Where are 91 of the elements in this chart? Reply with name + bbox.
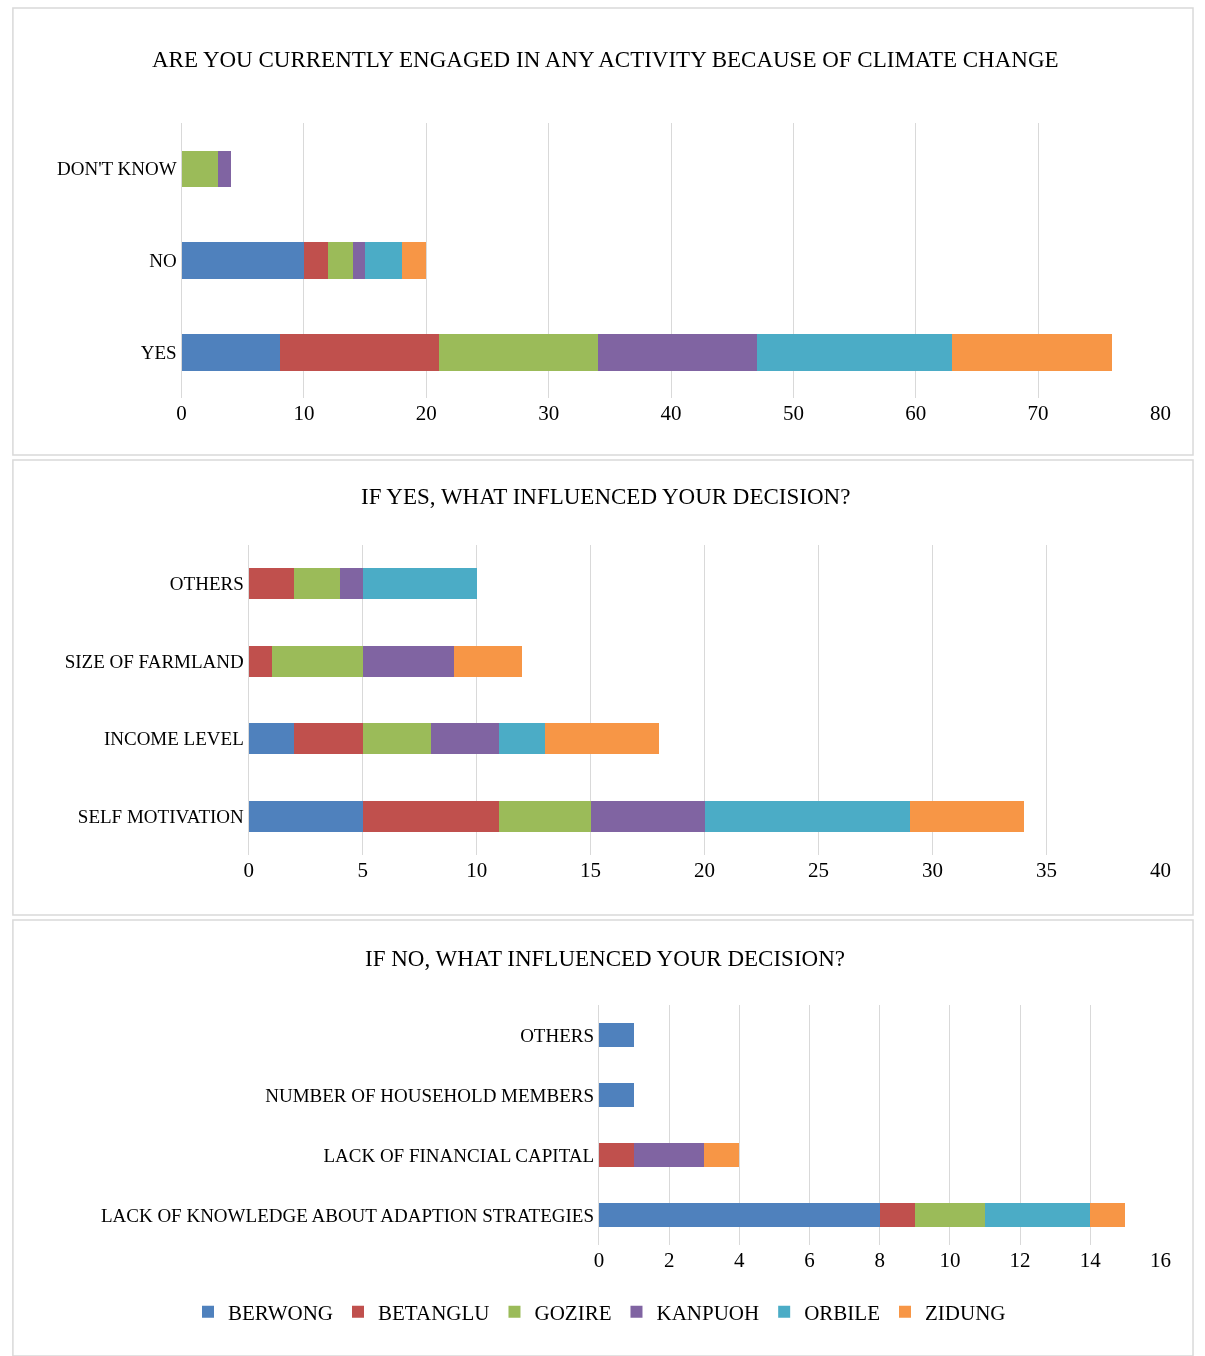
- x-tick-label: 40: [660, 401, 682, 425]
- bar: [339, 568, 363, 600]
- chart-title: ARE YOU CURRENTLY ENGAGED IN ANY ACTIVITY BECAUSE OF CLIMATE CHANGE: [152, 47, 1059, 72]
- bar: [362, 723, 432, 755]
- bar: [248, 568, 295, 600]
- bar: [365, 242, 402, 279]
- bar: [597, 333, 757, 371]
- bar: [499, 723, 546, 755]
- x-tick-label: 2: [663, 1248, 675, 1272]
- legend-label: BETANGLU: [378, 1300, 490, 1325]
- bar: [181, 333, 280, 371]
- bar: [431, 723, 500, 755]
- bar: [590, 800, 705, 832]
- y-tick-label: SIZE OF FARMLAND: [64, 650, 244, 672]
- x-tick-label: 20: [415, 401, 437, 425]
- y-tick-label: NO: [149, 250, 177, 272]
- x-tick-label: 15: [580, 858, 602, 882]
- x-tick-label: 35: [1035, 858, 1057, 882]
- bar: [704, 1143, 740, 1167]
- x-tick-label: 4: [734, 1248, 746, 1272]
- x-tick-label: 8: [874, 1248, 885, 1272]
- bar: [352, 242, 366, 279]
- x-tick-label: 20: [694, 858, 716, 882]
- bar: [294, 568, 340, 600]
- legend-label: GOZIRE: [534, 1300, 612, 1325]
- bar: [362, 645, 454, 677]
- legend-label: KANPUOH: [656, 1300, 760, 1325]
- legend-label: ZIDUNG: [925, 1300, 1006, 1325]
- bar: [271, 645, 363, 677]
- chart-title: IF YES, WHAT INFLUENCED YOUR DECISION?: [361, 484, 851, 509]
- y-tick-label: NUMBER OF HOUSEHOLD MEMBERS: [265, 1084, 595, 1106]
- bar: [303, 242, 329, 279]
- bar: [952, 333, 1112, 371]
- x-tick-label: 0: [593, 1248, 605, 1272]
- bar: [248, 800, 363, 832]
- y-tick-label: SELF MOTIVATION: [77, 805, 245, 827]
- bar: [248, 645, 272, 677]
- x-tick-label: 80: [1149, 401, 1171, 425]
- bar: [985, 1203, 1091, 1227]
- bar: [879, 1203, 915, 1227]
- x-tick-label: 50: [782, 401, 804, 425]
- bar: [545, 723, 659, 755]
- bar: [499, 800, 591, 832]
- bar: [362, 568, 477, 600]
- y-tick-label: LACK OF KNOWLEDGE ABOUT ADAPTION STRATEGIES: [100, 1204, 595, 1226]
- x-tick-label: 10: [939, 1248, 961, 1272]
- x-tick-label: 60: [905, 401, 927, 425]
- x-tick-label: 40: [1149, 858, 1171, 882]
- bar: [909, 800, 1024, 832]
- y-tick-label: OTHERS: [169, 573, 244, 595]
- bar: [328, 242, 353, 279]
- y-tick-label: YES: [140, 341, 177, 363]
- bar: [279, 333, 439, 371]
- bar: [294, 723, 363, 755]
- x-tick-label: 70: [1027, 401, 1049, 425]
- x-tick-label: 5: [357, 858, 368, 882]
- bar: [756, 333, 953, 371]
- bar: [362, 800, 500, 832]
- x-tick-label: 25: [808, 858, 830, 882]
- chart-title: IF NO, WHAT INFLUENCED YOUR DECISION?: [365, 946, 846, 971]
- bar: [438, 333, 598, 371]
- x-tick-label: 0: [176, 401, 187, 425]
- bar: [599, 1143, 635, 1167]
- bar: [218, 150, 231, 188]
- x-tick-label: 0: [243, 858, 254, 882]
- bar: [599, 1083, 635, 1107]
- bar: [1090, 1203, 1126, 1227]
- y-tick-label: INCOME LEVEL: [103, 728, 244, 750]
- bar: [453, 645, 523, 677]
- bar: [634, 1143, 705, 1167]
- legend-label: BERWONG: [228, 1300, 333, 1325]
- x-tick-label: 6: [804, 1248, 815, 1272]
- bar: [181, 242, 304, 279]
- bar: [599, 1203, 880, 1227]
- y-tick-label: LACK OF FINANCIAL CAPITAL: [323, 1144, 595, 1166]
- bar: [599, 1023, 635, 1047]
- bar: [248, 723, 295, 755]
- x-tick-label: 30: [538, 401, 560, 425]
- y-tick-label: DON'T KNOW: [56, 158, 177, 180]
- bar: [181, 150, 219, 188]
- bar: [704, 800, 910, 832]
- legend-label: ORBILE: [804, 1300, 880, 1325]
- x-tick-label: 10: [466, 858, 488, 882]
- x-tick-label: 14: [1079, 1248, 1102, 1272]
- x-tick-label: 30: [922, 858, 944, 882]
- bar: [401, 242, 427, 279]
- x-tick-label: 10: [293, 401, 315, 425]
- bar: [914, 1203, 985, 1227]
- x-tick-label: 12: [1009, 1248, 1031, 1272]
- y-tick-label: OTHERS: [520, 1024, 595, 1046]
- x-tick-label: 16: [1149, 1248, 1171, 1272]
